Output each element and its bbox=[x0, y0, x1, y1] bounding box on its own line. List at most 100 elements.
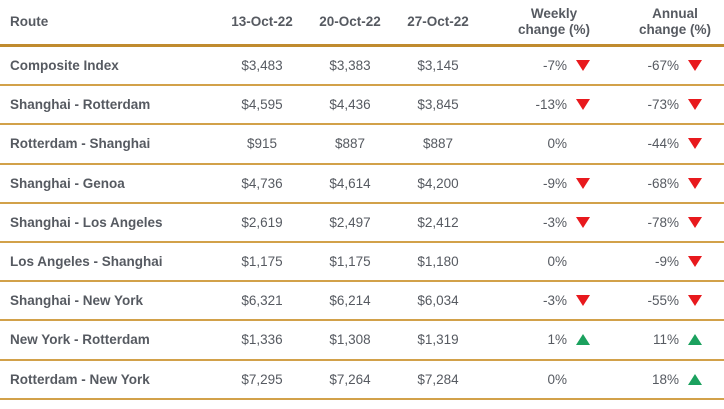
annual-change-value: -73% bbox=[647, 97, 679, 113]
price-13-oct: $4,736 bbox=[241, 175, 283, 191]
annual-change-cell: -73% bbox=[612, 97, 724, 112]
trend-up-icon bbox=[688, 373, 702, 385]
price-13-oct: $3,483 bbox=[241, 58, 283, 74]
price-20-oct: $4,436 bbox=[329, 97, 371, 113]
price-20-oct: $3,383 bbox=[329, 58, 371, 74]
trend-down-icon bbox=[576, 216, 590, 228]
annual-change-value: -68% bbox=[647, 175, 679, 191]
trend-icon-slot bbox=[576, 138, 590, 149]
trend-up-icon bbox=[688, 334, 702, 346]
route-name: Los Angeles - Shanghai bbox=[10, 254, 163, 270]
price-20-oct: $2,497 bbox=[329, 214, 371, 230]
weekly-change-cell: -3% bbox=[482, 293, 612, 308]
weekly-change-value: 0% bbox=[547, 371, 567, 387]
header-weekly-change: Weekly change (%) bbox=[482, 6, 612, 38]
weekly-change-cell: -9% bbox=[482, 176, 612, 191]
annual-change-cell: -67% bbox=[612, 58, 724, 73]
price-13-oct: $915 bbox=[246, 136, 278, 152]
weekly-change-cell: 0% bbox=[482, 136, 612, 151]
weekly-change-value: -3% bbox=[542, 293, 567, 309]
price-27-oct: $887 bbox=[422, 136, 454, 152]
route-name: Shanghai - Rotterdam bbox=[10, 97, 151, 113]
table-row: Rotterdam - New York $7,295 $7,264 $7,28… bbox=[0, 361, 724, 400]
route-name: Shanghai - Genoa bbox=[10, 175, 125, 191]
table-row: Composite Index $3,483 $3,383 $3,145 -7%… bbox=[0, 47, 724, 87]
trend-down-icon bbox=[576, 60, 590, 72]
weekly-change-cell: 1% bbox=[482, 332, 612, 347]
freight-rates-table: Route 13-Oct-22 20-Oct-22 27-Oct-22 Week… bbox=[0, 0, 724, 400]
table-body: Composite Index $3,483 $3,383 $3,145 -7%… bbox=[0, 47, 724, 400]
price-27-oct: $3,845 bbox=[417, 97, 459, 113]
annual-change-value: 11% bbox=[652, 332, 679, 348]
trend-down-icon bbox=[688, 177, 702, 189]
price-27-oct: $4,200 bbox=[417, 175, 459, 191]
weekly-change-cell: 0% bbox=[482, 372, 612, 387]
price-27-oct: $7,284 bbox=[417, 371, 459, 387]
route-name: Rotterdam - New York bbox=[10, 371, 150, 387]
price-27-oct: $3,145 bbox=[417, 58, 459, 74]
trend-down-icon bbox=[688, 256, 702, 268]
weekly-change-value: 1% bbox=[547, 332, 567, 348]
table-row: Los Angeles - Shanghai $1,175 $1,175 $1,… bbox=[0, 243, 724, 283]
table-row: Shanghai - Genoa $4,736 $4,614 $4,200 -9… bbox=[0, 165, 724, 204]
route-name: Shanghai - New York bbox=[10, 293, 144, 309]
price-13-oct: $4,595 bbox=[241, 97, 283, 113]
weekly-change-cell: -7% bbox=[482, 58, 612, 73]
table-row: Shanghai - Rotterdam $4,595 $4,436 $3,84… bbox=[0, 86, 724, 126]
price-27-oct: $1,180 bbox=[417, 254, 459, 270]
annual-change-value: -55% bbox=[647, 293, 679, 309]
price-20-oct: $7,264 bbox=[329, 371, 371, 387]
trend-down-icon bbox=[688, 138, 702, 150]
trend-down-icon bbox=[576, 99, 590, 111]
annual-change-value: -9% bbox=[654, 254, 679, 270]
header-annual-change-line2: change (%) bbox=[638, 22, 711, 37]
route-name: Composite Index bbox=[10, 58, 119, 74]
annual-change-cell: 18% bbox=[612, 372, 724, 387]
weekly-change-value: -3% bbox=[542, 214, 567, 230]
weekly-change-value: 0% bbox=[547, 136, 567, 152]
table-row: Shanghai - Los Angeles $2,619 $2,497 $2,… bbox=[0, 204, 724, 243]
annual-change-cell: -68% bbox=[612, 176, 724, 191]
price-20-oct: $887 bbox=[334, 136, 366, 152]
annual-change-cell: 11% bbox=[612, 332, 724, 347]
price-20-oct: $6,214 bbox=[329, 293, 371, 309]
annual-change-value: -44% bbox=[647, 136, 679, 152]
header-annual-change: Annual change (%) bbox=[612, 6, 724, 38]
trend-down-icon bbox=[688, 216, 702, 228]
table-row: Rotterdam - Shanghai $915 $887 $887 0% -… bbox=[0, 125, 724, 165]
annual-change-cell: -78% bbox=[612, 215, 724, 230]
header-27-oct-22: 27-Oct-22 bbox=[407, 14, 469, 29]
annual-change-cell: -55% bbox=[612, 293, 724, 308]
weekly-change-cell: -3% bbox=[482, 215, 612, 230]
price-13-oct: $1,175 bbox=[241, 254, 283, 270]
price-13-oct: $6,321 bbox=[241, 293, 283, 309]
table-header-row: Route 13-Oct-22 20-Oct-22 27-Oct-22 Week… bbox=[0, 0, 724, 47]
route-name: Rotterdam - Shanghai bbox=[10, 136, 151, 152]
trend-up-icon bbox=[576, 334, 590, 346]
annual-change-cell: -9% bbox=[612, 254, 724, 269]
trend-down-icon bbox=[688, 295, 702, 307]
price-20-oct: $4,614 bbox=[329, 175, 371, 191]
header-weekly-change-line2: change (%) bbox=[517, 22, 590, 37]
table-row: Shanghai - New York $6,321 $6,214 $6,034… bbox=[0, 282, 724, 322]
price-13-oct: $2,619 bbox=[241, 214, 283, 230]
header-annual-change-line1: Annual bbox=[652, 6, 698, 21]
trend-icon-slot bbox=[576, 256, 590, 267]
weekly-change-value: -7% bbox=[542, 58, 567, 74]
header-weekly-change-line1: Weekly bbox=[530, 6, 578, 21]
price-27-oct: $6,034 bbox=[417, 293, 459, 309]
price-20-oct: $1,175 bbox=[329, 254, 371, 270]
price-13-oct: $7,295 bbox=[241, 371, 283, 387]
weekly-change-cell: -13% bbox=[482, 97, 612, 112]
header-20-oct-22: 20-Oct-22 bbox=[319, 14, 381, 29]
route-name: New York - Rotterdam bbox=[10, 332, 150, 348]
header-13-oct-22: 13-Oct-22 bbox=[231, 14, 293, 29]
route-name: Shanghai - Los Angeles bbox=[10, 214, 163, 230]
annual-change-value: -67% bbox=[647, 58, 679, 74]
weekly-change-value: 0% bbox=[547, 254, 567, 270]
trend-down-icon bbox=[576, 295, 590, 307]
weekly-change-value: -13% bbox=[535, 97, 567, 113]
trend-down-icon bbox=[688, 60, 702, 72]
price-27-oct: $1,319 bbox=[417, 332, 459, 348]
